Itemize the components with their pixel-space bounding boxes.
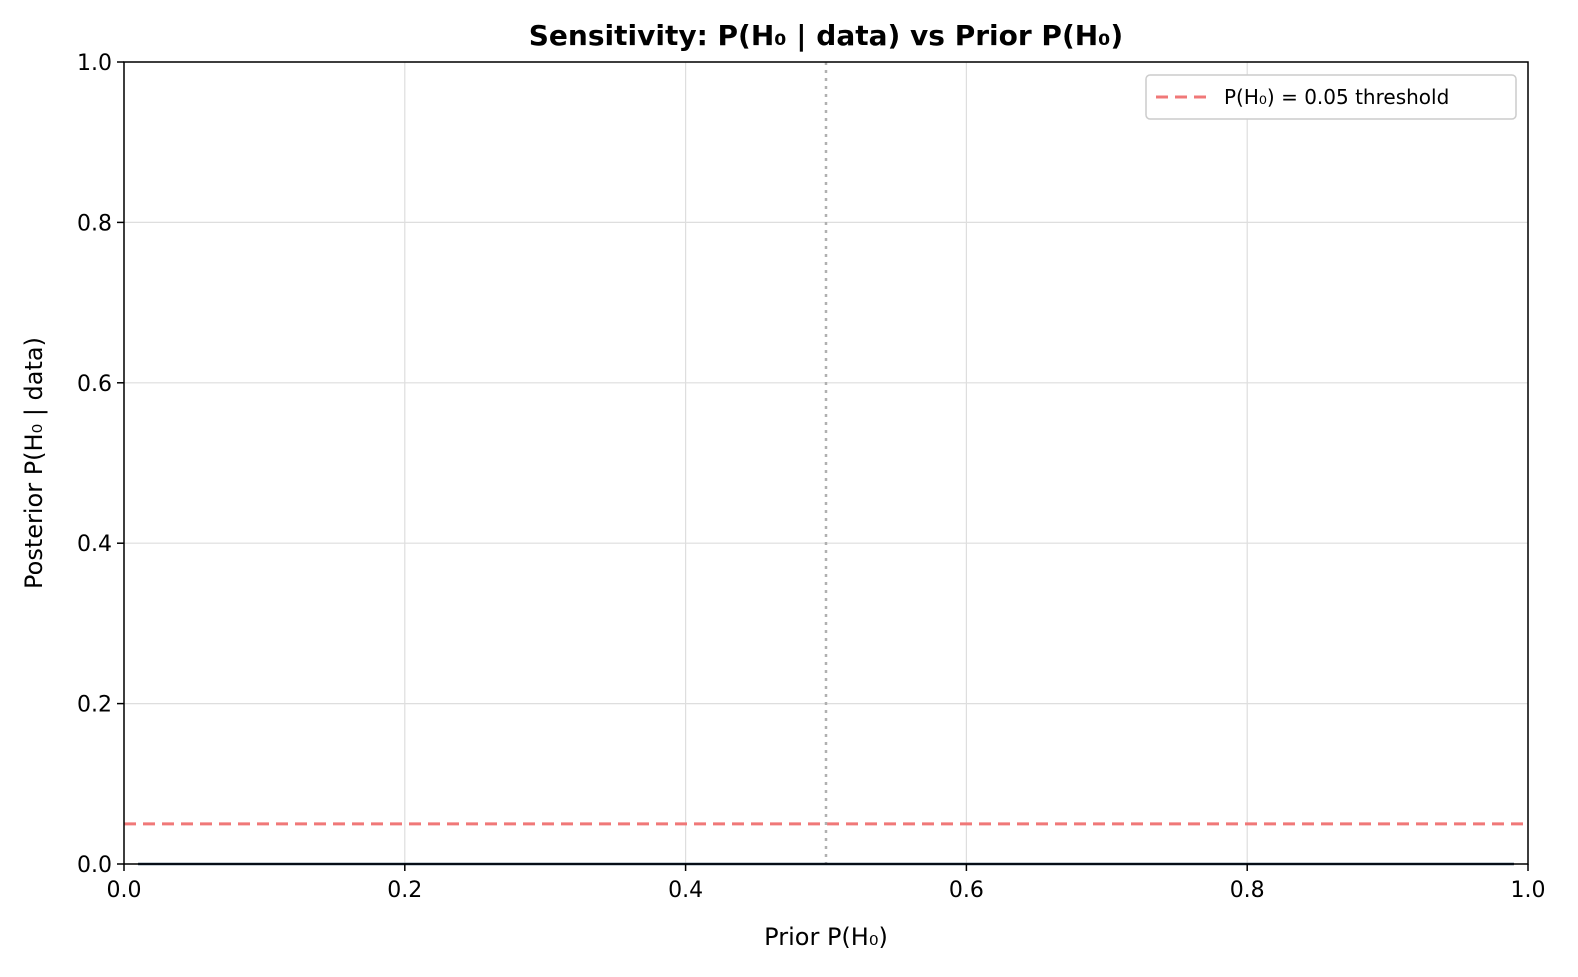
- reference-lines: [124, 62, 1528, 864]
- x-tick-label: 0.4: [668, 878, 703, 903]
- x-tick-label: 1.0: [1511, 878, 1546, 903]
- y-tick-label: 0.8: [77, 211, 112, 236]
- x-tick-label: 0.8: [1230, 878, 1265, 903]
- x-tick-label: 0.6: [949, 878, 984, 903]
- y-axis-label: Posterior P(H₀ | data): [20, 337, 48, 589]
- x-axis-label: Prior P(H₀): [764, 923, 888, 951]
- y-tick-label: 0.0: [77, 853, 112, 878]
- plot-frame: [123, 61, 1529, 865]
- y-tick-label: 0.4: [77, 532, 112, 557]
- chart-title: Sensitivity: P(H₀ | data) vs Prior P(H₀): [529, 19, 1123, 52]
- legend: P(H₀) = 0.05 threshold: [1145, 74, 1517, 120]
- ticks: 0.0 0.2 0.4 0.6 0.8 1.0 0.0 0.2 0.4 0.6 0.8 1.0: [77, 51, 1546, 903]
- y-tick-label: 0.2: [77, 693, 112, 718]
- y-tick-label: 0.6: [77, 372, 112, 397]
- legend-label-threshold: P(H₀) = 0.05 threshold: [1224, 85, 1449, 109]
- x-tick-label: 0.2: [387, 878, 422, 903]
- legend-box: [1145, 74, 1517, 120]
- y-tick-label: 1.0: [77, 51, 112, 76]
- x-tick-label: 0.0: [107, 878, 142, 903]
